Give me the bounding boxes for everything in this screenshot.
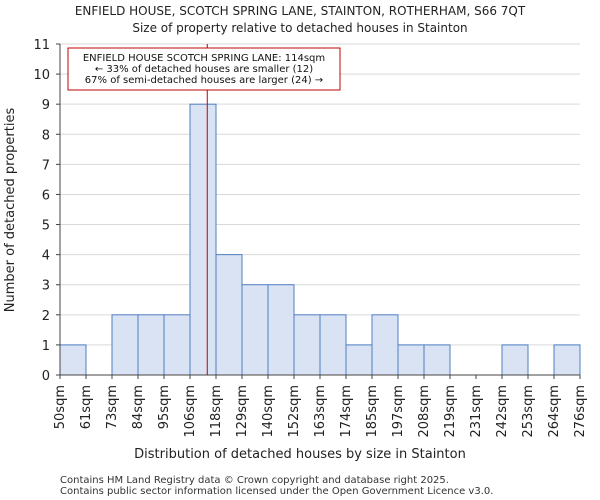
bar (267, 284, 295, 376)
annotation-line-1: ENFIELD HOUSE SCOTCH SPRING LANE: 114sqm (83, 53, 325, 64)
annotation-line-2: ← 33% of detached houses are smaller (12… (95, 64, 313, 75)
x-tick-label: 219sqm (443, 385, 458, 438)
y-tick-label: 3 (42, 279, 50, 294)
bar (371, 314, 399, 376)
footer-line-1: Contains HM Land Registry data © Crown c… (60, 475, 449, 486)
x-tick-label: 276sqm (573, 385, 588, 438)
y-tick-label: 4 (42, 249, 50, 264)
y-tick-label: 2 (42, 309, 50, 324)
bar (59, 344, 87, 376)
x-tick-label: 95sqm (157, 385, 172, 429)
annotation-line-3: 67% of semi-detached houses are larger (… (85, 75, 323, 86)
x-tick-label: 84sqm (131, 385, 146, 429)
bars (59, 103, 581, 376)
footer-line-2: Contains public sector information licen… (60, 486, 493, 497)
x-tick-label: 174sqm (339, 385, 354, 438)
y-tick-label: 10 (33, 68, 50, 83)
x-axis-label: Distribution of detached houses by size … (134, 447, 466, 462)
bar (553, 344, 581, 376)
bar (501, 344, 529, 376)
y-tick-label: 1 (42, 339, 50, 354)
bar (111, 314, 139, 376)
x-tick-label: 242sqm (495, 385, 510, 438)
x-tick-label: 208sqm (417, 385, 432, 438)
bar (345, 344, 373, 376)
x-tick-label: 50sqm (53, 385, 68, 429)
y-axis-label: Number of detached properties (3, 108, 18, 313)
chart-title: ENFIELD HOUSE, SCOTCH SPRING LANE, STAIN… (75, 4, 526, 18)
x-tick-label: 129sqm (235, 385, 250, 438)
x-tick-label: 140sqm (261, 385, 276, 438)
x-tick-label: 264sqm (547, 385, 562, 438)
y-tick-label: 0 (42, 369, 50, 384)
bar (189, 103, 217, 376)
x-tick-label: 118sqm (209, 385, 224, 438)
bar (319, 314, 347, 376)
bar (215, 254, 243, 376)
x-tick-label: 73sqm (105, 385, 120, 429)
y-tick-label: 8 (42, 128, 50, 143)
bar (423, 344, 451, 376)
y-tick-label: 5 (42, 219, 50, 234)
bar (137, 314, 165, 376)
x-tick-label: 106sqm (183, 385, 198, 438)
x-tick-label: 253sqm (521, 385, 536, 438)
x-axis-ticks: 50sqm 61sqm 73sqm 84sqm 95sqm 106sqm 118sqm 129… (53, 375, 588, 438)
annotation-frame (67, 47, 341, 91)
x-tick-label: 163sqm (313, 385, 328, 438)
x-tick-label: 185sqm (365, 385, 380, 438)
y-tick-label: 6 (42, 188, 50, 203)
y-tick-label: 7 (42, 158, 50, 173)
bar (293, 314, 321, 376)
bar (241, 284, 269, 376)
x-tick-label: 152sqm (287, 385, 302, 438)
y-tick-label: 9 (42, 98, 50, 113)
x-tick-label: 61sqm (79, 385, 94, 429)
bar (397, 344, 425, 376)
y-axis-ticks: 0 1 2 3 4 5 6 7 8 9 10 11 (33, 38, 60, 384)
chart-subtitle: Size of property relative to detached ho… (132, 21, 467, 35)
bar (163, 314, 191, 376)
x-tick-label: 197sqm (391, 385, 406, 438)
annotation-box: ENFIELD HOUSE SCOTCH SPRING LANE: 114sqm… (67, 47, 341, 91)
y-tick-label: 11 (33, 38, 50, 53)
x-tick-label: 231sqm (469, 385, 484, 438)
